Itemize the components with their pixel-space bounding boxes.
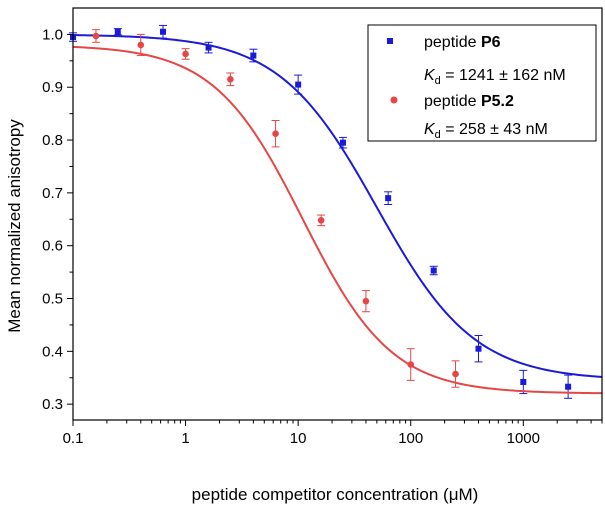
data-point-series-0 <box>339 139 346 146</box>
plot-area <box>69 24 603 399</box>
data-point-series-0 <box>475 345 482 352</box>
data-point-series-1 <box>227 76 234 83</box>
y-tick-label: 1.0 <box>42 26 63 43</box>
data-point-series-1 <box>137 41 145 49</box>
data-point-series-0 <box>205 44 212 51</box>
y-tick-label: 0.4 <box>42 343 63 360</box>
y-tick-label: 0.3 <box>42 396 63 413</box>
legend: peptide P6 Kd = 1241 ± 162 nM peptide P5… <box>367 24 597 142</box>
legend-marker-p6 <box>387 38 393 44</box>
y-tick-label: 0.6 <box>42 238 63 255</box>
x-tick-label: 100 <box>398 430 423 447</box>
data-point-series-0 <box>385 195 392 202</box>
x-axis-title: peptide competitor concentration (μM) <box>192 485 479 504</box>
x-tick-label: 0.1 <box>63 430 84 447</box>
axes: 0.1 1 10 100 1000 0.3 0.4 0.5 0.6 0.7 0.8 0.9 1.0 <box>42 7 603 447</box>
data-point-series-0 <box>159 28 166 35</box>
legend-kd-p6: Kd = 1241 ± 162 nM <box>424 67 566 87</box>
data-point-series-1 <box>182 50 189 58</box>
data-point-series-0 <box>295 81 302 88</box>
y-tick-label: 0.7 <box>42 185 63 202</box>
data-point-series-0 <box>520 378 527 385</box>
fit-curve-series-1 <box>72 45 603 395</box>
legend-label-p6: peptide P6 <box>424 34 501 51</box>
data-point-series-0 <box>250 52 257 59</box>
y-axis-title: Mean normalized anisotropy <box>5 119 24 333</box>
x-tick-label: 1 <box>181 430 189 447</box>
data-point-series-1 <box>362 297 370 305</box>
plot-frame <box>72 7 603 421</box>
data-point-series-0 <box>565 383 572 390</box>
data-point-series-0 <box>114 28 121 35</box>
y-tick-label: 0.5 <box>42 291 63 308</box>
legend-label-p52: peptide P5.2 <box>424 93 514 110</box>
legend-kd-p52: Kd = 258 ± 43 nM <box>424 121 548 141</box>
legend-box <box>367 24 597 142</box>
data-point-series-1 <box>317 217 325 224</box>
x-tick-label: 10 <box>290 430 307 447</box>
data-point-series-0 <box>430 267 437 274</box>
data-point-series-1 <box>452 370 459 378</box>
data-point-series-1 <box>407 361 415 368</box>
data-point-series-1 <box>92 32 100 40</box>
x-tick-label: 1000 <box>507 430 540 447</box>
data-point-series-1 <box>272 130 279 138</box>
y-tick-label: 0.8 <box>42 132 63 149</box>
y-tick-label: 0.9 <box>42 79 63 96</box>
legend-marker-p52 <box>390 96 398 104</box>
